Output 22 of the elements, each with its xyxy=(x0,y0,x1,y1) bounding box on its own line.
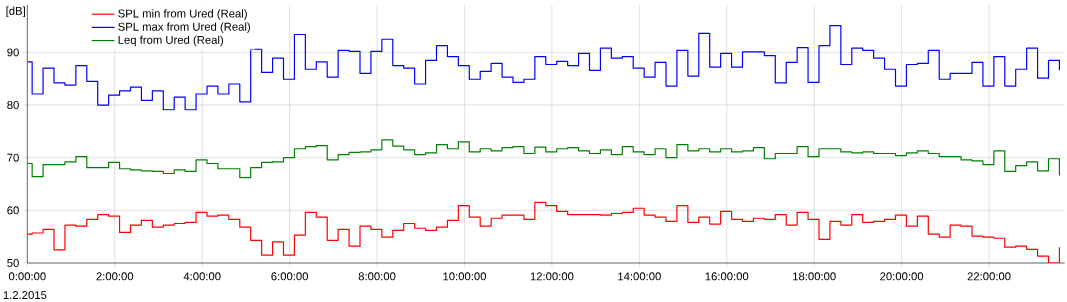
x-tick-label: 22:00:00 xyxy=(967,272,1011,281)
legend-label: Leq from Ured (Real) xyxy=(118,35,224,47)
x-tick-label: 0:00:00 xyxy=(8,272,46,281)
x-tick-label: 20:00:00 xyxy=(880,272,924,281)
x-tick-label: 10:00:00 xyxy=(443,272,486,281)
x-tick-label: 6:00:00 xyxy=(271,272,309,281)
y-tick-label: 90 xyxy=(7,48,19,57)
x-tick-label: 12:00:00 xyxy=(530,272,574,281)
legend-label: SPL min from Ured (Real) xyxy=(118,9,247,20)
y-tick-label: 60 xyxy=(7,206,19,215)
y-tick-label: 80 xyxy=(7,101,19,110)
text: 1.2.2015 xyxy=(3,291,47,300)
y-axis-title: [dB] xyxy=(6,6,25,18)
x-tick-label: 14:00:00 xyxy=(618,272,661,281)
x-tick-label: 16:00:00 xyxy=(705,272,749,281)
x-tick-label: 18:00:00 xyxy=(793,272,836,281)
y-tick-label: 50 xyxy=(7,259,19,267)
x-tick-label: 2:00:00 xyxy=(96,272,134,281)
x-tick-label: 8:00:00 xyxy=(358,272,396,281)
x-tick-label: 4:00:00 xyxy=(183,272,221,281)
legend-label: SPL max from Ured (Real) xyxy=(118,22,250,33)
y-tick-label: 70 xyxy=(7,153,19,162)
